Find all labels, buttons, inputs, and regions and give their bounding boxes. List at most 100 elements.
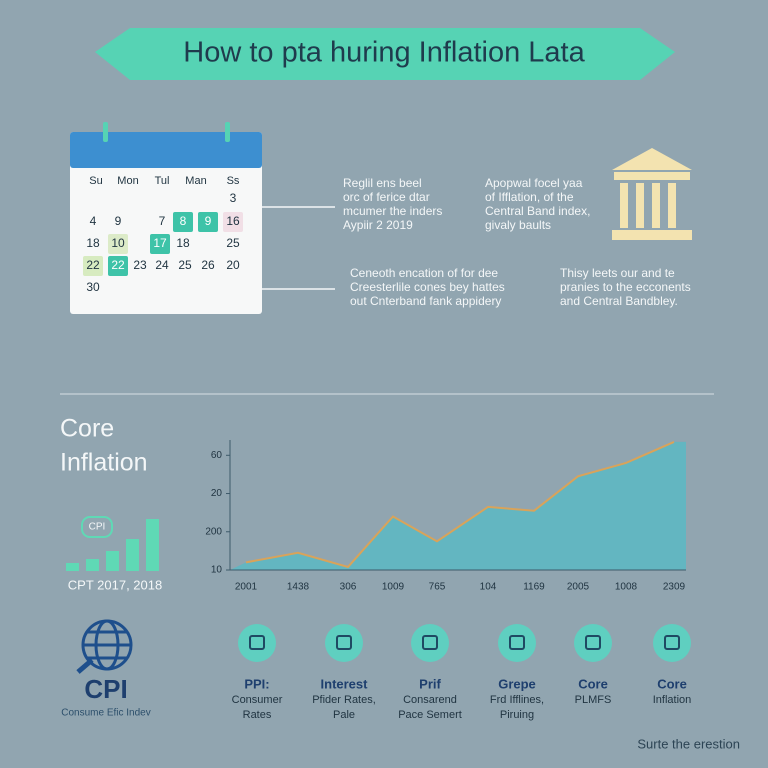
note-line: out Cnterband fank appidery [350, 294, 501, 308]
icon-label: Interest [321, 676, 369, 691]
day-highlight [173, 212, 193, 232]
note-line: and Central Bandbley. [560, 294, 678, 308]
note-line: of Ifflation, of the [485, 190, 574, 204]
caption: CPT 2017, 2018 [68, 577, 162, 592]
x-tick-label: 2005 [567, 582, 590, 593]
day: 22 [111, 258, 125, 272]
calendar-ring [103, 122, 108, 142]
note-line: Thisy leets our and te [560, 266, 675, 280]
x-tick-label: 306 [340, 582, 357, 593]
icon-label: Grepe [498, 676, 536, 691]
icon-glyph [336, 635, 352, 650]
day: 17 [153, 236, 167, 250]
icon-glyph [422, 635, 438, 650]
icon-label: Rates [243, 709, 272, 721]
x-tick-label: 1169 [523, 582, 545, 593]
day-highlight [108, 234, 128, 254]
icon-label: Piruing [500, 709, 534, 721]
title: How to pta huring Inflation Lata [183, 37, 585, 69]
x-tick-label: 1009 [382, 582, 405, 593]
icon-glyph [509, 635, 525, 650]
y-tick-label: 10 [211, 565, 223, 576]
icon-circle [653, 624, 691, 662]
note-line: Creesterlile cones bey hattes [350, 280, 505, 294]
day: 25 [226, 236, 240, 250]
icon-label: Pace Semert [398, 709, 462, 721]
day: 18 [86, 236, 100, 250]
y-tick-label: 20 [211, 488, 223, 499]
cpi-title: CPI [84, 674, 127, 704]
icon-label: Prif [419, 676, 441, 691]
day: 4 [90, 214, 97, 228]
note-line: orc of ferice dtar [343, 190, 430, 204]
day-highlight [223, 212, 243, 232]
weekday: Mon [117, 175, 138, 187]
weekday: Ss [227, 175, 240, 187]
bank-icon [612, 148, 692, 240]
note-line: Ceneoth encation of for dee [350, 266, 498, 280]
x-tick-label: 765 [429, 582, 446, 593]
icon-glyph [249, 635, 265, 650]
icon-circle [411, 624, 449, 662]
icon-circle [238, 624, 276, 662]
day: 7 [159, 214, 166, 228]
mini-bar-icon [66, 516, 159, 571]
weekday: Su [89, 175, 102, 187]
core-title: Inflation [60, 449, 148, 477]
calendar-header [70, 132, 262, 168]
day: 26 [201, 258, 215, 272]
x-tick-label: 2309 [663, 582, 686, 593]
day: 24 [155, 258, 169, 272]
x-tick-label: 2001 [235, 582, 258, 593]
note-line: Central Band index, [485, 204, 590, 218]
y-tick-label: 60 [211, 450, 223, 461]
icon-label: Core [657, 676, 687, 691]
note-line: mcumer the inders [343, 204, 442, 218]
day-highlight [83, 256, 103, 276]
day: 8 [180, 214, 187, 228]
icon-label: Frd Ifflines, [490, 694, 544, 706]
day: 9 [205, 214, 212, 228]
note-line: pranies to the ecconents [560, 280, 691, 294]
day: 3 [230, 191, 237, 205]
day-highlight [198, 212, 218, 232]
icon-label: Inflation [653, 694, 692, 706]
icon-label: PPI: [244, 676, 269, 691]
area [230, 441, 686, 570]
icon-circle [325, 624, 363, 662]
day: 10 [111, 236, 125, 250]
x-tick-label: 104 [480, 582, 497, 593]
footer: Surte the erestion [637, 736, 740, 751]
day: 22 [86, 258, 100, 272]
note-line: Aypiir 2 2019 [343, 218, 413, 232]
x-tick-label: 1438 [287, 582, 310, 593]
calendar-ring [225, 122, 230, 142]
icon-circle [574, 624, 612, 662]
note-line: Reglil ens beel [343, 176, 422, 190]
icon-label: Consumer [232, 694, 283, 706]
icon-label: Pfider Rates, [312, 694, 376, 706]
day: 30 [86, 280, 100, 294]
title-banner [95, 28, 675, 80]
day: 20 [226, 258, 240, 272]
core-title: Core [60, 415, 114, 443]
cpi-subtitle: Consume Efic Indev [61, 708, 151, 719]
day: 16 [226, 214, 240, 228]
day: 18 [176, 236, 190, 250]
weekday: Man [185, 175, 206, 187]
icon-label: Core [578, 676, 608, 691]
icon-label: Consarend [403, 694, 457, 706]
day: 25 [178, 258, 192, 272]
note-line: givaly baults [485, 218, 551, 232]
day: 9 [115, 214, 122, 228]
x-tick-label: 1008 [615, 582, 638, 593]
globe-icon [76, 619, 133, 674]
y-tick-label: 200 [205, 526, 222, 537]
icon-label: PLMFS [575, 694, 612, 706]
icon-circle [498, 624, 536, 662]
day-highlight [150, 234, 170, 254]
badge: CPI [89, 522, 106, 533]
day-highlight [108, 256, 128, 276]
